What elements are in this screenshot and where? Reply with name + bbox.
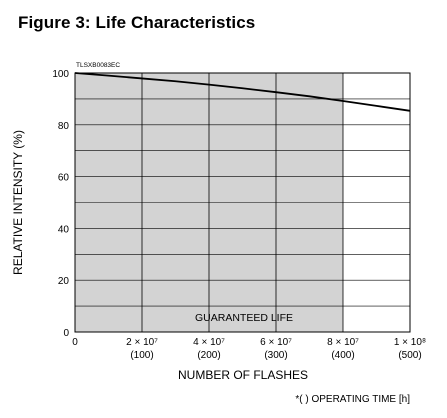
x-tick-sublabel: (400) xyxy=(331,350,354,361)
horizontal-gridlines xyxy=(75,98,410,307)
x-tick-label: 6 × 10⁷ xyxy=(260,337,292,348)
footnote: *( ) OPERATING TIME [h] xyxy=(295,394,410,405)
y-tick-label: 80 xyxy=(58,121,70,132)
x-tick-label: 2 × 10⁷ xyxy=(126,337,158,348)
x-axis-label: NUMBER OF FLASHES xyxy=(178,368,308,382)
y-tick-label: 20 xyxy=(58,276,70,287)
plot-frame xyxy=(74,72,411,333)
x-axis-ticks: 0 2 × 10⁷ (100) 4 × 10⁷ (200) 6 × 10⁷ (300) 8 ×… xyxy=(72,337,426,361)
x-tick-sublabel: (200) xyxy=(197,350,220,361)
y-axis-label: RELATIVE INTENSITY (%) xyxy=(11,130,25,275)
x-tick-label: 4 × 10⁷ xyxy=(193,337,225,348)
x-tick-label: 8 × 10⁷ xyxy=(327,337,359,348)
chart-code-label: TLSXB0083EC xyxy=(76,62,120,69)
y-axis-ticks: 0 20 40 60 80 100 xyxy=(52,69,69,339)
y-tick-label: 40 xyxy=(58,224,70,235)
x-tick-sublabel: (300) xyxy=(264,350,287,361)
x-tick-sublabel: (500) xyxy=(398,350,421,361)
y-tick-label: 0 xyxy=(63,328,69,339)
x-tick-label: 0 xyxy=(72,337,78,348)
x-tick-sublabel: (100) xyxy=(130,350,153,361)
y-tick-label: 60 xyxy=(58,173,70,184)
x-tick-label: 1 × 10⁸ xyxy=(394,337,426,348)
series-line xyxy=(74,72,411,112)
y-tick-label: 100 xyxy=(52,69,69,80)
shaded-region-label: GUARANTEED LIFE xyxy=(195,312,293,324)
figure-title: Figure 3: Life Characteristics xyxy=(18,13,256,32)
